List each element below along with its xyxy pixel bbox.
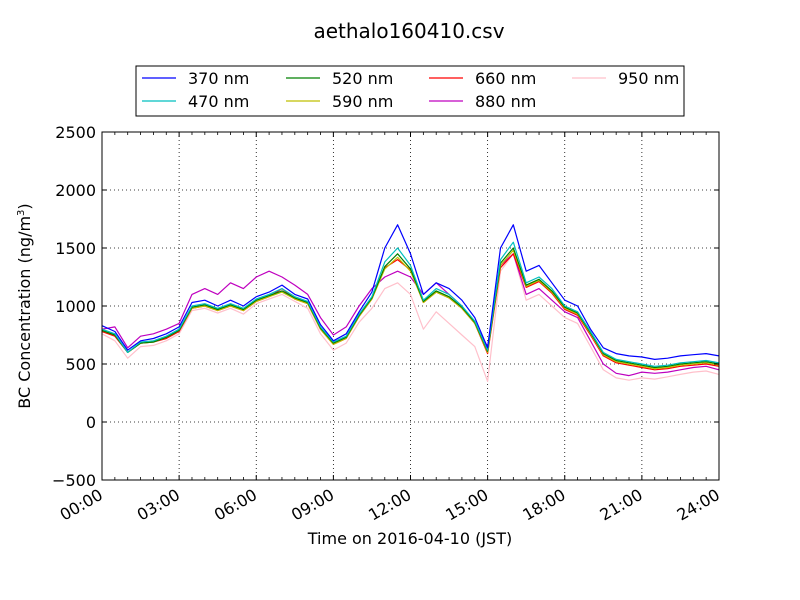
x-tick-label: 00:00 <box>57 485 106 525</box>
chart-title: aethalo160410.csv <box>313 19 504 43</box>
y-axis-label: BC Concentration (ng/m3) <box>15 203 34 408</box>
y-axis-ticks: −500 0 500 1000 1500 2000 2500 <box>52 123 719 490</box>
x-axis-label: Time on 2016-04-10 (JST) <box>307 529 512 548</box>
legend-label: 950 nm <box>618 69 679 88</box>
series-lines <box>101 224 720 382</box>
x-tick-label: 21:00 <box>596 485 645 525</box>
y-tick-label: 2500 <box>55 123 96 142</box>
series-line-880-nm <box>101 253 720 377</box>
x-tick-label: 18:00 <box>519 485 568 525</box>
series-line-370-nm <box>101 224 720 360</box>
y-axis-label-main: BC Concentration (ng/m <box>15 216 34 409</box>
series-line-950-nm <box>101 253 720 382</box>
x-tick-label: 24:00 <box>674 485 723 525</box>
y-axis-label-superscript: 3 <box>16 210 27 216</box>
legend-label: 590 nm <box>332 92 393 111</box>
y-tick-label: 500 <box>65 355 96 374</box>
y-tick-label: 2000 <box>55 181 96 200</box>
x-tick-label: 03:00 <box>134 485 183 525</box>
series-line-520-nm <box>101 247 720 369</box>
x-tick-label: 06:00 <box>211 485 260 525</box>
series-line-590-nm <box>101 249 720 370</box>
y-tick-label: 1000 <box>55 297 96 316</box>
x-tick-label: 15:00 <box>442 485 491 525</box>
legend-label: 470 nm <box>188 92 249 111</box>
y-axis-label-close: ) <box>15 203 34 209</box>
series-line-470-nm <box>101 241 720 367</box>
y-tick-label: 0 <box>86 413 96 432</box>
x-tick-label: 09:00 <box>288 485 337 525</box>
y-tick-label: −500 <box>52 471 96 490</box>
legend-box <box>135 65 685 117</box>
legend-label: 370 nm <box>188 69 249 88</box>
y-tick-label: 1500 <box>55 239 96 258</box>
legend-label: 880 nm <box>475 92 536 111</box>
legend: 370 nm 470 nm 520 nm 590 nm 660 nm 880 nm 950 … <box>135 65 685 117</box>
x-axis-ticks: 00:00 03:00 06:00 09:00 12:00 15:00 18:00 21:00… <box>57 132 723 525</box>
legend-label: 660 nm <box>475 69 536 88</box>
legend-label: 520 nm <box>332 69 393 88</box>
x-tick-label: 12:00 <box>365 485 414 525</box>
